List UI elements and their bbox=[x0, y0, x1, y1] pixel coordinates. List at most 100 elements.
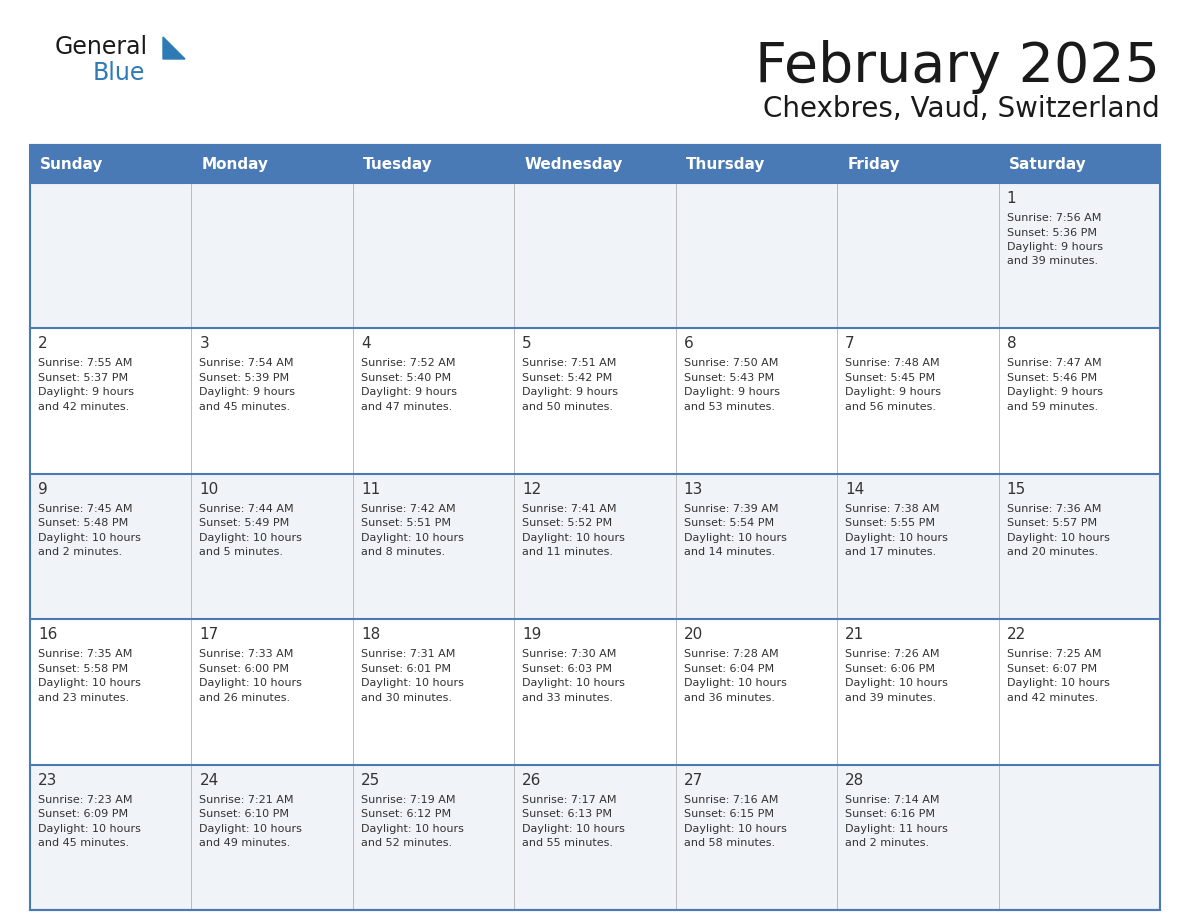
Text: Daylight: 11 hours: Daylight: 11 hours bbox=[845, 823, 948, 834]
Text: and 58 minutes.: and 58 minutes. bbox=[684, 838, 775, 848]
Text: Sunset: 6:16 PM: Sunset: 6:16 PM bbox=[845, 809, 935, 819]
Text: Sunrise: 7:31 AM: Sunrise: 7:31 AM bbox=[361, 649, 455, 659]
Text: Sunset: 5:57 PM: Sunset: 5:57 PM bbox=[1006, 519, 1097, 528]
Text: Sunset: 5:58 PM: Sunset: 5:58 PM bbox=[38, 664, 128, 674]
Bar bbox=[30, 183, 1159, 329]
Text: 2: 2 bbox=[38, 336, 48, 352]
Text: Monday: Monday bbox=[202, 156, 268, 172]
Text: Daylight: 10 hours: Daylight: 10 hours bbox=[361, 532, 463, 543]
Text: 16: 16 bbox=[38, 627, 57, 643]
Text: Daylight: 10 hours: Daylight: 10 hours bbox=[200, 532, 302, 543]
Text: and 53 minutes.: and 53 minutes. bbox=[684, 402, 775, 412]
Text: Daylight: 10 hours: Daylight: 10 hours bbox=[684, 532, 786, 543]
Text: 4: 4 bbox=[361, 336, 371, 352]
Text: Daylight: 10 hours: Daylight: 10 hours bbox=[38, 678, 141, 688]
Text: February 2025: February 2025 bbox=[756, 40, 1159, 94]
Text: Daylight: 10 hours: Daylight: 10 hours bbox=[361, 678, 463, 688]
Text: and 26 minutes.: and 26 minutes. bbox=[200, 693, 291, 702]
Text: Sunset: 6:04 PM: Sunset: 6:04 PM bbox=[684, 664, 773, 674]
Text: Sunrise: 7:50 AM: Sunrise: 7:50 AM bbox=[684, 358, 778, 368]
Text: 21: 21 bbox=[845, 627, 865, 643]
Text: 25: 25 bbox=[361, 773, 380, 788]
Text: Daylight: 10 hours: Daylight: 10 hours bbox=[361, 823, 463, 834]
Text: 26: 26 bbox=[523, 773, 542, 788]
Text: Sunrise: 7:42 AM: Sunrise: 7:42 AM bbox=[361, 504, 455, 514]
Text: Sunset: 5:40 PM: Sunset: 5:40 PM bbox=[361, 373, 451, 383]
Text: and 55 minutes.: and 55 minutes. bbox=[523, 838, 613, 848]
Text: Daylight: 10 hours: Daylight: 10 hours bbox=[684, 678, 786, 688]
Text: Sunrise: 7:51 AM: Sunrise: 7:51 AM bbox=[523, 358, 617, 368]
Text: Friday: Friday bbox=[847, 156, 899, 172]
Text: and 56 minutes.: and 56 minutes. bbox=[845, 402, 936, 412]
Text: Sunrise: 7:56 AM: Sunrise: 7:56 AM bbox=[1006, 213, 1101, 223]
Text: 22: 22 bbox=[1006, 627, 1025, 643]
Text: Sunrise: 7:44 AM: Sunrise: 7:44 AM bbox=[200, 504, 295, 514]
Text: and 2 minutes.: and 2 minutes. bbox=[845, 838, 929, 848]
Text: and 59 minutes.: and 59 minutes. bbox=[1006, 402, 1098, 412]
Text: Sunrise: 7:26 AM: Sunrise: 7:26 AM bbox=[845, 649, 940, 659]
Text: Chexbres, Vaud, Switzerland: Chexbres, Vaud, Switzerland bbox=[763, 95, 1159, 123]
Text: 9: 9 bbox=[38, 482, 48, 497]
Text: Daylight: 10 hours: Daylight: 10 hours bbox=[200, 678, 302, 688]
Text: and 47 minutes.: and 47 minutes. bbox=[361, 402, 453, 412]
Text: 23: 23 bbox=[38, 773, 57, 788]
Text: Blue: Blue bbox=[93, 61, 145, 85]
Text: Wednesday: Wednesday bbox=[524, 156, 623, 172]
Text: and 14 minutes.: and 14 minutes. bbox=[684, 547, 775, 557]
Text: 1: 1 bbox=[1006, 191, 1016, 206]
Text: and 42 minutes.: and 42 minutes. bbox=[1006, 693, 1098, 702]
Text: Sunset: 5:55 PM: Sunset: 5:55 PM bbox=[845, 519, 935, 528]
Text: Daylight: 10 hours: Daylight: 10 hours bbox=[523, 678, 625, 688]
Text: Daylight: 10 hours: Daylight: 10 hours bbox=[684, 823, 786, 834]
Text: 6: 6 bbox=[684, 336, 694, 352]
Text: 27: 27 bbox=[684, 773, 703, 788]
Text: 28: 28 bbox=[845, 773, 865, 788]
Text: Sunset: 5:45 PM: Sunset: 5:45 PM bbox=[845, 373, 935, 383]
Text: Daylight: 10 hours: Daylight: 10 hours bbox=[1006, 532, 1110, 543]
Text: 15: 15 bbox=[1006, 482, 1025, 497]
Text: 14: 14 bbox=[845, 482, 865, 497]
Text: Sunrise: 7:16 AM: Sunrise: 7:16 AM bbox=[684, 795, 778, 804]
Text: Tuesday: Tuesday bbox=[362, 156, 432, 172]
Text: Sunset: 5:36 PM: Sunset: 5:36 PM bbox=[1006, 228, 1097, 238]
Text: and 36 minutes.: and 36 minutes. bbox=[684, 693, 775, 702]
Text: Sunrise: 7:41 AM: Sunrise: 7:41 AM bbox=[523, 504, 617, 514]
Text: Sunset: 5:37 PM: Sunset: 5:37 PM bbox=[38, 373, 128, 383]
Bar bbox=[30, 145, 1159, 183]
Text: Thursday: Thursday bbox=[685, 156, 765, 172]
Text: and 2 minutes.: and 2 minutes. bbox=[38, 547, 122, 557]
Text: Sunrise: 7:39 AM: Sunrise: 7:39 AM bbox=[684, 504, 778, 514]
Text: Sunset: 5:52 PM: Sunset: 5:52 PM bbox=[523, 519, 612, 528]
Text: Daylight: 9 hours: Daylight: 9 hours bbox=[361, 387, 457, 397]
Text: Sunrise: 7:17 AM: Sunrise: 7:17 AM bbox=[523, 795, 617, 804]
Text: Sunset: 6:15 PM: Sunset: 6:15 PM bbox=[684, 809, 773, 819]
Text: and 39 minutes.: and 39 minutes. bbox=[845, 693, 936, 702]
Text: and 45 minutes.: and 45 minutes. bbox=[200, 402, 291, 412]
Text: Sunset: 6:07 PM: Sunset: 6:07 PM bbox=[1006, 664, 1097, 674]
Text: Sunrise: 7:23 AM: Sunrise: 7:23 AM bbox=[38, 795, 133, 804]
Text: Daylight: 9 hours: Daylight: 9 hours bbox=[845, 387, 941, 397]
Text: 8: 8 bbox=[1006, 336, 1016, 352]
Text: Sunrise: 7:45 AM: Sunrise: 7:45 AM bbox=[38, 504, 133, 514]
Bar bbox=[30, 145, 1159, 910]
Text: Sunrise: 7:52 AM: Sunrise: 7:52 AM bbox=[361, 358, 455, 368]
Text: 7: 7 bbox=[845, 336, 855, 352]
Text: and 20 minutes.: and 20 minutes. bbox=[1006, 547, 1098, 557]
Text: Daylight: 10 hours: Daylight: 10 hours bbox=[200, 823, 302, 834]
Text: 18: 18 bbox=[361, 627, 380, 643]
Text: and 49 minutes.: and 49 minutes. bbox=[200, 838, 291, 848]
Text: Sunset: 6:00 PM: Sunset: 6:00 PM bbox=[200, 664, 290, 674]
Text: and 45 minutes.: and 45 minutes. bbox=[38, 838, 129, 848]
Text: Daylight: 9 hours: Daylight: 9 hours bbox=[200, 387, 296, 397]
Text: Sunrise: 7:33 AM: Sunrise: 7:33 AM bbox=[200, 649, 293, 659]
Text: Sunset: 6:13 PM: Sunset: 6:13 PM bbox=[523, 809, 612, 819]
Text: Sunset: 5:49 PM: Sunset: 5:49 PM bbox=[200, 519, 290, 528]
Polygon shape bbox=[163, 37, 185, 59]
Text: 24: 24 bbox=[200, 773, 219, 788]
Text: Sunrise: 7:47 AM: Sunrise: 7:47 AM bbox=[1006, 358, 1101, 368]
Text: 12: 12 bbox=[523, 482, 542, 497]
Text: Daylight: 9 hours: Daylight: 9 hours bbox=[523, 387, 618, 397]
Text: General: General bbox=[55, 35, 148, 59]
Bar bbox=[30, 474, 1159, 620]
Text: 19: 19 bbox=[523, 627, 542, 643]
